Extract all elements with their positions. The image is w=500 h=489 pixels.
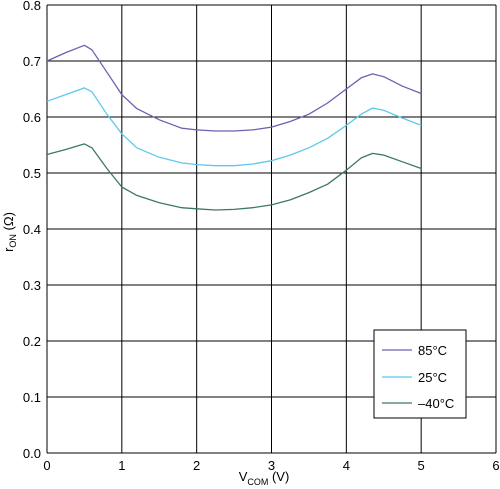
series-line-3 [46,143,422,211]
y-tick-label: 0.3 [23,278,41,293]
x-axis-label: VCOM (V) [239,469,290,487]
x-tick-label: 5 [418,458,425,473]
y-tick-label: 0.5 [23,166,41,181]
x-tick-label: 0 [43,458,50,473]
x-tick-label: 3 [268,458,275,473]
y-tick-label: 0.2 [23,334,41,349]
y-tick-label: 0.8 [23,0,41,13]
tick-labels: 0 1 2 3 4 5 6 0.0 0.1 0.2 0.3 0.4 0.5 0.6 0.7 0.8 [23,0,500,473]
legend-label: –40°C [418,396,454,411]
y-tick-label: 0.0 [23,446,41,461]
series-layer [46,44,422,211]
x-tick-label: 4 [343,458,350,473]
x-tick-label: 1 [118,458,125,473]
legend-label: 25°C [418,370,447,385]
legend: 85°C 25°C –40°C [373,329,467,419]
y-tick-label: 0.4 [23,222,41,237]
x-tick-label: 2 [193,458,200,473]
y-tick-label: 0.1 [23,390,41,405]
y-axis-label: rON (Ω) [1,212,18,252]
y-tick-label: 0.6 [23,110,41,125]
series-line-2 [46,87,422,167]
series-line-1 [46,44,422,132]
x-tick-label: 6 [492,458,499,473]
legend-label: 85°C [418,343,447,358]
y-tick-label: 0.7 [23,54,41,69]
